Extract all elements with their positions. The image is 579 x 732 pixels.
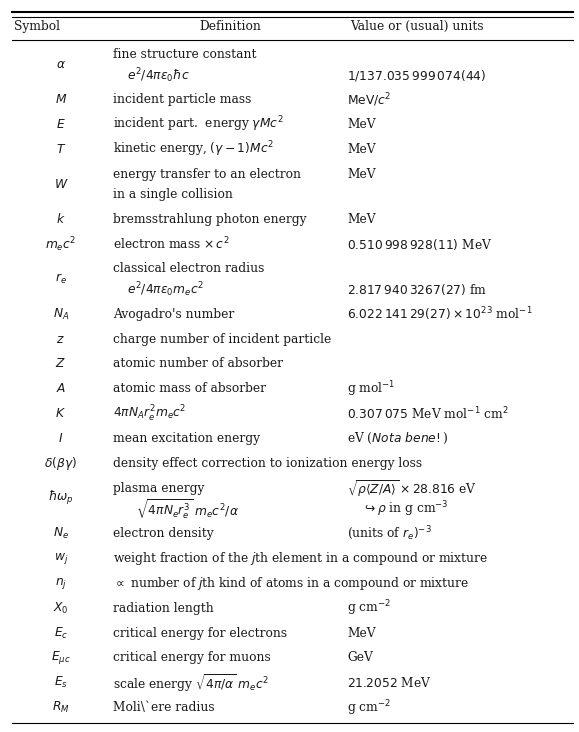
Text: $m_e c^2$: $m_e c^2$ [45, 235, 76, 254]
Text: $\mathrm{MeV}/c^2$: $\mathrm{MeV}/c^2$ [347, 91, 392, 108]
Text: $\propto$ number of $j$th kind of atoms in a compound or mixture: $\propto$ number of $j$th kind of atoms … [113, 575, 469, 591]
Text: $Z$: $Z$ [56, 357, 66, 370]
Text: $0.307\,075$ MeV mol$^{-1}$ cm$^2$: $0.307\,075$ MeV mol$^{-1}$ cm$^2$ [347, 406, 510, 422]
Text: Definition: Definition [199, 20, 261, 33]
Text: electron mass $\times\, c^2$: electron mass $\times\, c^2$ [113, 236, 229, 253]
Text: $n_j$: $n_j$ [55, 576, 67, 591]
Text: incident part.  energy $\gamma Mc^2$: incident part. energy $\gamma Mc^2$ [113, 115, 283, 135]
Text: $\hbar\omega_p$: $\hbar\omega_p$ [48, 490, 74, 507]
Text: g cm$^{-2}$: g cm$^{-2}$ [347, 698, 391, 717]
Text: radiation length: radiation length [113, 602, 214, 615]
Text: $N_e$: $N_e$ [53, 526, 69, 541]
Text: critical energy for muons: critical energy for muons [113, 651, 270, 665]
Text: electron density: electron density [113, 527, 214, 540]
Text: $R_M$: $R_M$ [52, 701, 69, 715]
Text: $N_A$: $N_A$ [53, 307, 69, 321]
Text: $W$: $W$ [53, 178, 68, 191]
Text: bremsstrahlung photon energy: bremsstrahlung photon energy [113, 213, 306, 226]
Text: (units of $r_e)^{-3}$: (units of $r_e)^{-3}$ [347, 525, 432, 542]
Text: energy transfer to an electron: energy transfer to an electron [113, 168, 301, 181]
Text: plasma energy: plasma energy [113, 482, 204, 495]
Text: $r_e$: $r_e$ [55, 272, 67, 286]
Text: $\delta(\beta\gamma)$: $\delta(\beta\gamma)$ [45, 455, 77, 472]
Text: density effect correction to ionization energy loss: density effect correction to ionization … [113, 457, 422, 470]
Text: g cm$^{-2}$: g cm$^{-2}$ [347, 598, 391, 618]
Text: $k$: $k$ [56, 212, 65, 226]
Text: $K$: $K$ [56, 407, 66, 420]
Text: critical energy for electrons: critical energy for electrons [113, 627, 287, 640]
Text: weight fraction of the $j$th element in a compound or mixture: weight fraction of the $j$th element in … [113, 550, 488, 567]
Text: incident particle mass: incident particle mass [113, 93, 251, 106]
Text: $6.022\,141\,29(27)\times 10^{23}$ mol$^{-1}$: $6.022\,141\,29(27)\times 10^{23}$ mol$^… [347, 305, 533, 323]
Text: MeV: MeV [347, 143, 376, 156]
Text: $e^2/4\pi\epsilon_0 m_e c^2$: $e^2/4\pi\epsilon_0 m_e c^2$ [127, 280, 204, 299]
Text: $\hookrightarrow \rho$ in g cm$^{-3}$: $\hookrightarrow \rho$ in g cm$^{-3}$ [362, 499, 449, 518]
Text: MeV: MeV [347, 168, 376, 181]
Text: $4\pi N_A r_e^2 m_e c^2$: $4\pi N_A r_e^2 m_e c^2$ [113, 404, 186, 424]
Text: $\sqrt{\rho\langle Z/A\rangle}\times 28.816$ eV: $\sqrt{\rho\langle Z/A\rangle}\times 28.… [347, 478, 477, 498]
Text: $z$: $z$ [56, 332, 65, 346]
Text: fine structure constant: fine structure constant [113, 48, 256, 61]
Text: Symbol: Symbol [14, 20, 60, 33]
Text: $2.817\,940\,3267(27)$ fm: $2.817\,940\,3267(27)$ fm [347, 282, 488, 297]
Text: $21.2052$ MeV: $21.2052$ MeV [347, 676, 432, 690]
Text: kinetic energy, $(\gamma-1)Mc^2$: kinetic energy, $(\gamma-1)Mc^2$ [113, 140, 274, 160]
Text: $\sqrt{4\pi N_e r_e^3}\; m_e c^2/\alpha$: $\sqrt{4\pi N_e r_e^3}\; m_e c^2/\alpha$ [136, 497, 239, 520]
Text: classical electron radius: classical electron radius [113, 262, 264, 275]
Text: $e^2/4\pi\epsilon_0\hbar c$: $e^2/4\pi\epsilon_0\hbar c$ [127, 66, 190, 85]
Text: $A$: $A$ [56, 382, 66, 395]
Text: g mol$^{-1}$: g mol$^{-1}$ [347, 379, 396, 399]
Text: MeV: MeV [347, 118, 376, 131]
Text: Avogadro's number: Avogadro's number [113, 307, 234, 321]
Text: $E_{\mu c}$: $E_{\mu c}$ [51, 649, 71, 667]
Text: $T$: $T$ [56, 143, 66, 156]
Text: GeV: GeV [347, 651, 373, 665]
Text: Moli\`ere radius: Moli\`ere radius [113, 701, 215, 714]
Text: $w_j$: $w_j$ [54, 550, 68, 566]
Text: $X_0$: $X_0$ [53, 600, 69, 616]
Text: eV ($\mathit{Nota\ bene!}$): eV ($\mathit{Nota\ bene!}$) [347, 431, 449, 447]
Text: atomic mass of absorber: atomic mass of absorber [113, 382, 266, 395]
Text: Value or (usual) units: Value or (usual) units [350, 20, 484, 33]
Text: $M$: $M$ [54, 93, 67, 106]
Text: scale energy $\sqrt{4\pi/\alpha}\; m_e c^2$: scale energy $\sqrt{4\pi/\alpha}\; m_e c… [113, 672, 269, 694]
Text: MeV: MeV [347, 213, 376, 226]
Text: $E_c$: $E_c$ [54, 626, 68, 640]
Text: $E$: $E$ [56, 118, 65, 131]
Text: $1/137.035\,999\,074(44)$: $1/137.035\,999\,074(44)$ [347, 67, 487, 83]
Text: atomic number of absorber: atomic number of absorber [113, 357, 283, 370]
Text: $\alpha$: $\alpha$ [56, 59, 66, 72]
Text: MeV: MeV [347, 627, 376, 640]
Text: $0.510\,998\,928(11)$ MeV: $0.510\,998\,928(11)$ MeV [347, 237, 493, 252]
Text: mean excitation energy: mean excitation energy [113, 432, 260, 445]
Text: in a single collision: in a single collision [113, 188, 233, 201]
Text: $I$: $I$ [58, 432, 64, 445]
Text: $E_s$: $E_s$ [54, 676, 68, 690]
Text: charge number of incident particle: charge number of incident particle [113, 332, 331, 346]
